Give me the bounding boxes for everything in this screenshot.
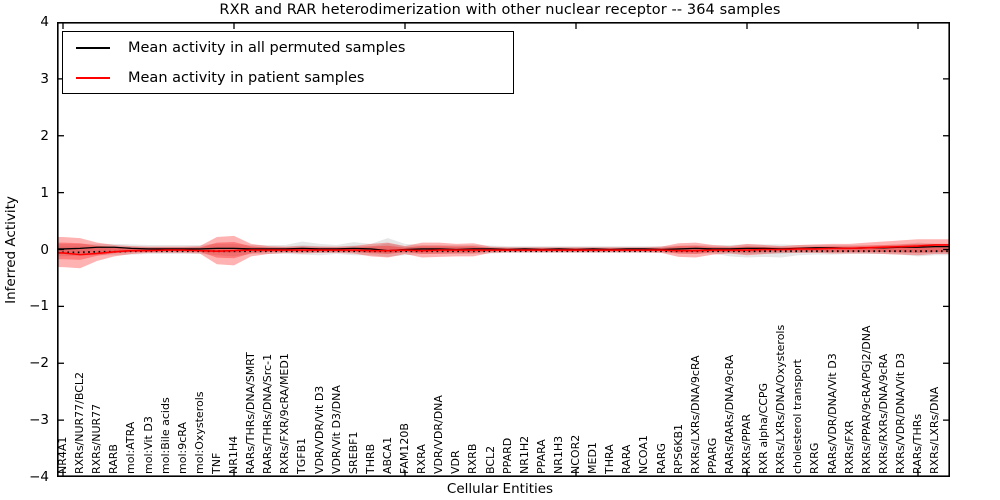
series-line-solid-1 [57, 244, 950, 256]
x-tick-label: RXRs/NUR77/BCL2 [73, 371, 87, 474]
x-tick-label: RXRs/LXRs/DNA/9cRA [688, 355, 702, 474]
x-tick-label: mol:Oxysterols [192, 391, 206, 475]
x-tick-label: cholesterol transport [791, 359, 805, 474]
x-tick-label: RXRs/PPAR [740, 414, 753, 474]
x-tick-label: RXRB [466, 443, 480, 474]
chart-canvas [57, 22, 950, 477]
x-tick-label: MED1 [586, 442, 600, 474]
plot-area: NR4A1 RXRs/NUR77/BCL2 RXRs/NUR77 RARB mol:AT… [56, 22, 950, 477]
x-tick-label: RXRs/LXRs/DNA/Oxysterols [774, 324, 788, 474]
red-line-swatch-icon [76, 76, 110, 79]
patient-samples-range-band-inner [57, 241, 950, 260]
y-tick-label: −1 [29, 298, 49, 315]
x-tick-label: RXRs/FXR/9cRA/MED1 [278, 353, 292, 474]
x-tick-label: RARs/RARs/DNA/9cRA [722, 354, 736, 474]
permuted-samples-range-band-outer [57, 238, 950, 258]
x-tick-label: NR1H4 [227, 435, 240, 474]
x-tick-label: RARs/VDR/DNA/Vit D3 [825, 353, 839, 474]
legend-entry-permuted: Mean activity in all permuted samples [63, 33, 513, 62]
chart-title: RXR and RAR heterodimerization with othe… [219, 2, 781, 18]
x-tick-label: mol:9cRA [175, 422, 189, 474]
x-tick-label: RXRs/PPAR/9cRA/PGJ2/DNA [859, 325, 873, 475]
y-tick-label: 0 [40, 241, 49, 258]
x-tick-label: RXRs/VDR/DNA/Vit D3 [893, 352, 907, 474]
x-tick-label: mol:ATRA [124, 421, 138, 474]
x-tick-label: RXRA [415, 444, 429, 474]
x-tick-label: THRA [603, 444, 617, 474]
x-tick-label: RARs/THRs [911, 413, 924, 474]
x-tick-label: RXRs/RXRs/DNA/9cRA [876, 353, 890, 474]
legend: Mean activity in all permuted samples Me… [62, 31, 514, 94]
black-line-swatch-icon [76, 46, 110, 49]
x-tick-label: PPARA [534, 439, 548, 474]
x-axis-label: Cellular Entities [446, 481, 554, 497]
x-tick-label: VDR/Vit D3/DNA [329, 385, 343, 474]
x-tick-label: NR1H3 [551, 435, 565, 474]
y-tick-label: −2 [29, 355, 49, 372]
x-tick-label: NCOA1 [637, 435, 651, 474]
x-tick-label: NR1H2 [517, 435, 531, 474]
x-tick-label: RXRG [808, 442, 822, 474]
x-tick-label: RARs/THRs/DNA/Src-1 [261, 353, 275, 474]
x-tick-label: RARG [654, 443, 668, 474]
x-tick-label: VDR [449, 450, 463, 474]
x-tick-label: RXR alpha/CCPG [757, 382, 771, 474]
x-tick-label: PPARD [500, 437, 514, 474]
legend-label: Mean activity in all permuted samples [128, 39, 406, 56]
x-tick-label: THRB [363, 443, 377, 474]
y-tick-label: 4 [40, 14, 49, 30]
y-tick-label: 3 [40, 70, 49, 87]
y-tick-label: −4 [29, 469, 49, 485]
x-tick-label: mol:Vit D3 [141, 416, 155, 474]
x-tick-label: VDR/VDR/Vit D3 [312, 385, 326, 474]
x-tick-label: RARs/THRs/DNA/SMRT [244, 352, 258, 474]
x-tick-label: TGFB1 [295, 437, 309, 474]
x-tick-label: RARB [107, 444, 121, 474]
x-tick-label: RXRs/FXR [842, 420, 856, 474]
patient-samples-range-band-outer [57, 235, 950, 269]
x-tick-label: RPS6KB1 [671, 423, 685, 474]
legend-entry-patient: Mean activity in patient samples [63, 63, 513, 92]
x-tick-label: FAM120B [398, 423, 411, 474]
x-tick-label: RARA [620, 444, 634, 474]
x-tick-label: NR4A1 [56, 436, 69, 474]
x-tick-label: RXRs/LXRs/DNA [928, 386, 942, 474]
y-tick-label: 1 [40, 184, 49, 201]
legend-label: Mean activity in patient samples [128, 69, 365, 86]
x-tick-label: mol:Bile acids [158, 397, 172, 474]
x-tick-label: BCL2 [483, 445, 497, 474]
x-tick-label: VDR/VDR/DNA [432, 395, 446, 474]
series-line-dotted-2 [57, 250, 950, 254]
x-tick-label: PPARG [705, 437, 719, 474]
x-tick-label: NCOR2 [569, 434, 582, 474]
permuted-samples-range-band-inner [57, 243, 950, 254]
y-tick-label: −3 [29, 412, 49, 429]
y-tick-label: 2 [40, 127, 49, 144]
x-tick-label: RXRs/NUR77 [90, 403, 104, 474]
x-tick-label: ABCA1 [380, 436, 394, 474]
x-tick-label: SREBF1 [346, 431, 360, 474]
x-tick-label: TNF [209, 452, 223, 474]
